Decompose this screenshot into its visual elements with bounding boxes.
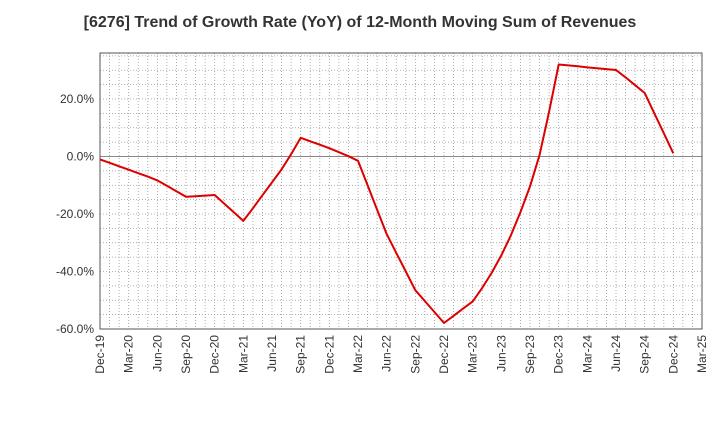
x-tick-label: Mar-20 [122, 335, 136, 373]
x-tick-label: Jun-23 [494, 335, 508, 372]
x-tick-label: Sep-24 [638, 335, 652, 374]
x-tick-label: Dec-19 [93, 335, 107, 374]
x-tick-label: Dec-22 [437, 335, 451, 374]
y-tick-label: -20.0% [56, 207, 94, 221]
x-tick-label: Mar-23 [466, 335, 480, 373]
x-tick-label: Dec-23 [552, 335, 566, 374]
y-tick-label: 20.0% [60, 92, 94, 106]
x-tick-label: Mar-22 [351, 335, 365, 373]
x-tick-label: Dec-24 [666, 335, 680, 374]
x-tick-label: Sep-21 [294, 335, 308, 374]
x-tick-label: Dec-20 [208, 335, 222, 374]
x-tick-label: Jun-22 [380, 335, 394, 372]
plot-frame [99, 52, 703, 330]
x-tick-label: Jun-20 [150, 335, 164, 372]
series-line [99, 63, 675, 324]
x-tick-label: Jun-21 [265, 335, 279, 372]
y-tick-label: -40.0% [56, 265, 94, 279]
x-tick-label: Mar-25 [695, 335, 709, 373]
chart-title: [6276] Trend of Growth Rate (YoY) of 12-… [83, 14, 637, 31]
x-tick-label: Sep-23 [523, 335, 537, 374]
y-tick-label: 0.0% [67, 150, 95, 164]
x-tick-label: Dec-21 [322, 335, 336, 374]
y-tick-label: -60.0% [56, 322, 94, 336]
x-tick-label: Mar-24 [580, 335, 594, 373]
x-tick-label: Jun-24 [609, 335, 623, 372]
x-tick-label: Sep-20 [179, 335, 193, 374]
x-tick-label: Mar-21 [236, 335, 250, 373]
x-tick-label: Sep-22 [408, 335, 422, 374]
